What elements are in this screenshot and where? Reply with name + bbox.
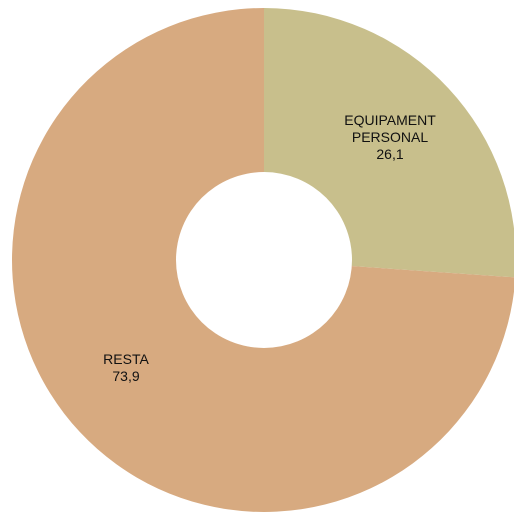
slice-label-equipament-personal: EQUIPAMENT PERSONAL 26,1 bbox=[344, 112, 436, 162]
slice-label-resta: RESTA 73,9 bbox=[103, 351, 149, 384]
slice-labels: EQUIPAMENT PERSONAL 26,1 RESTA 73,9 bbox=[103, 112, 436, 384]
donut-hole bbox=[176, 172, 352, 348]
slice-value-label: 73,9 bbox=[112, 368, 139, 384]
slice-category-label: RESTA bbox=[103, 351, 149, 367]
slice-category-label: EQUIPAMENT bbox=[344, 112, 436, 128]
slice-category-label: PERSONAL bbox=[352, 129, 428, 145]
slice-value-label: 26,1 bbox=[376, 146, 403, 162]
